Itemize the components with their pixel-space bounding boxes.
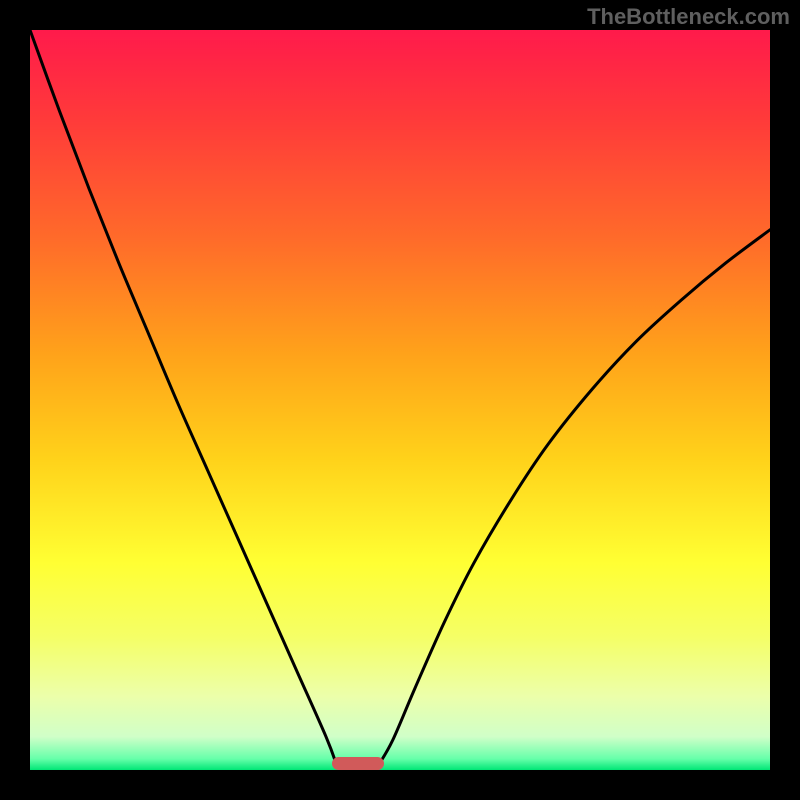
plot-area: [30, 30, 770, 770]
chart-container: TheBottleneck.com: [0, 0, 800, 800]
watermark-text: TheBottleneck.com: [587, 4, 790, 30]
curves-svg: [30, 30, 770, 770]
left-curve: [30, 30, 337, 766]
right-curve: [378, 230, 770, 767]
optimal-marker: [332, 757, 384, 770]
